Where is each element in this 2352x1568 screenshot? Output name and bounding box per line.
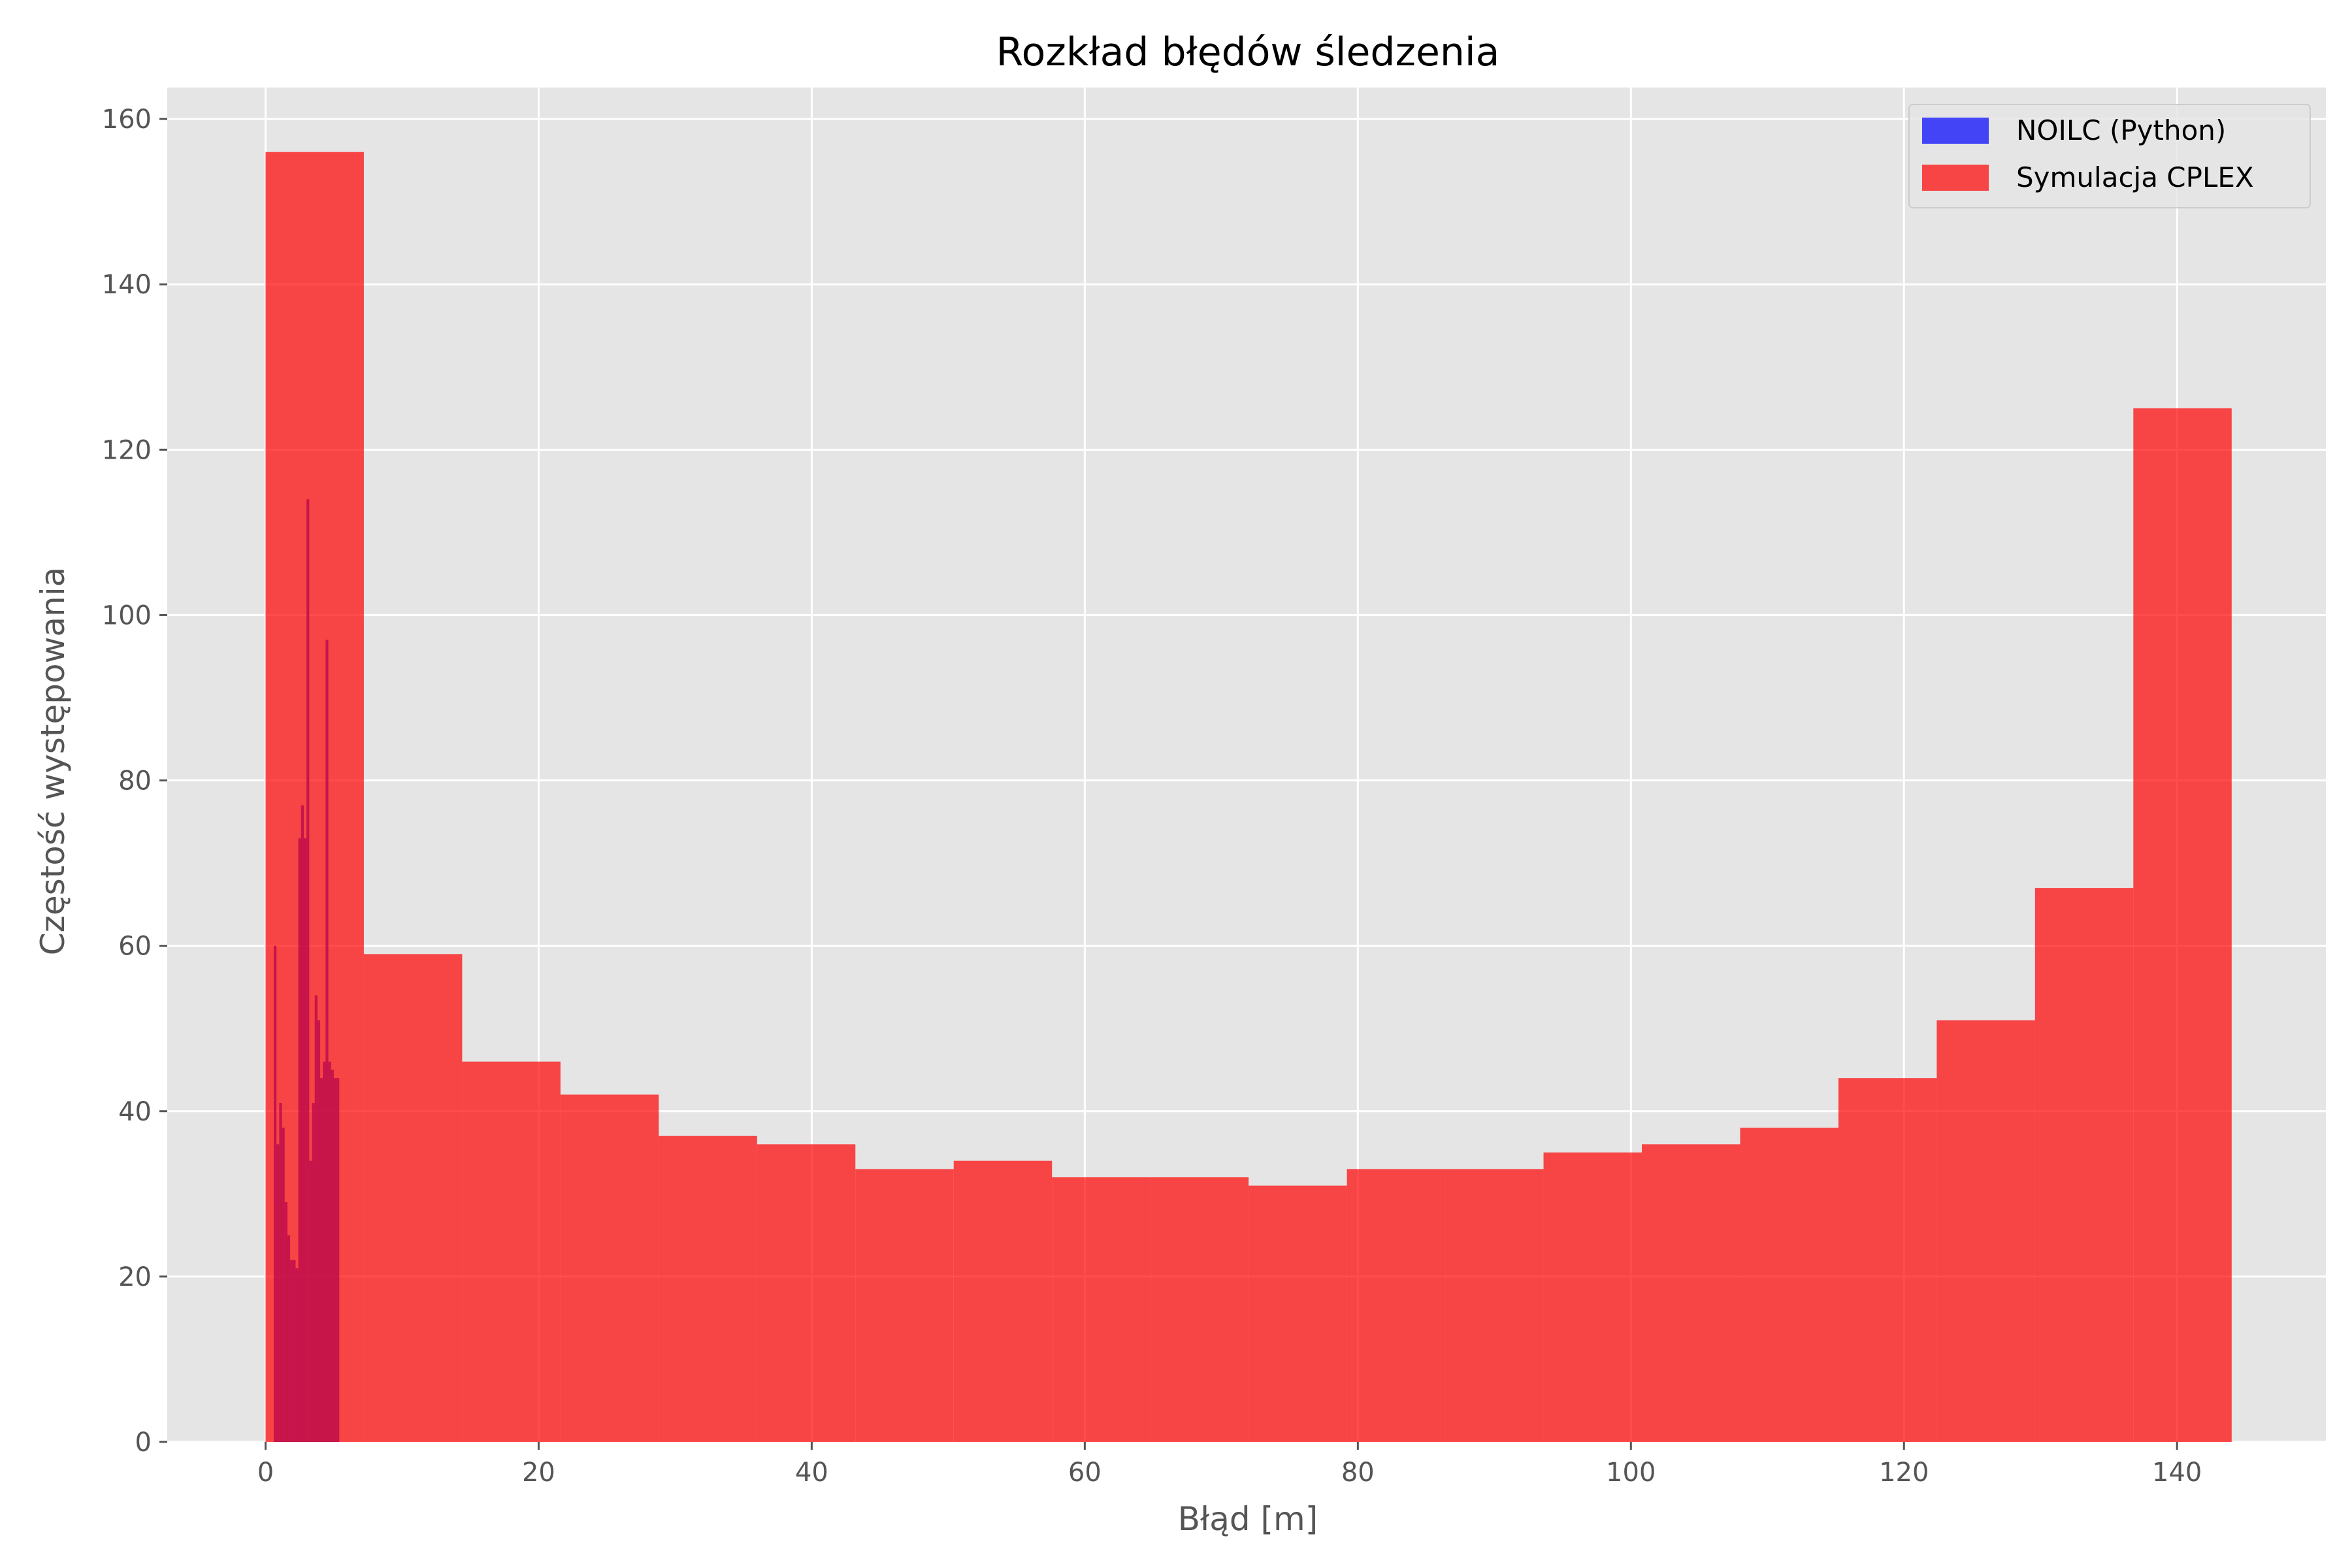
histogram-bar [1347,1169,1446,1442]
histogram-bar [1249,1185,1347,1442]
histogram-bar [1838,1078,1937,1442]
histogram-bar [855,1169,954,1442]
histogram-bar [659,1135,757,1442]
histogram-bar [1543,1152,1642,1442]
y-tick-label: 120 [102,435,152,465]
y-tick-label: 20 [118,1262,152,1292]
legend-label-cplex: Symulacja CPLEX [2016,161,2254,193]
y-tick-label: 80 [118,766,152,796]
histogram-bar [1445,1169,1544,1442]
histogram-bar [953,1160,1053,1442]
histogram-bar [2034,888,2134,1442]
histogram-bar [462,1061,561,1442]
legend-box [1908,104,2311,208]
series-symulacja-cplex [265,152,2232,1443]
y-tick-label: 40 [118,1097,152,1127]
histogram-bar [1052,1177,1151,1442]
x-tick-label: 120 [1879,1458,1929,1488]
x-axis-label: Błąd [m] [1178,1500,1318,1538]
x-tick-label: 40 [795,1458,828,1488]
histogram-bar [265,152,364,1443]
histogram-bar [1740,1128,1838,1442]
x-tick-label: 60 [1068,1458,1102,1488]
y-tick-label: 0 [135,1428,152,1458]
y-tick-label: 140 [102,270,152,300]
histogram-bar [757,1144,856,1442]
histogram-bar [2133,408,2232,1442]
chart-title: Rozkład błędów śledzenia [996,29,1500,75]
x-tick-label: 80 [1341,1458,1375,1488]
y-tick-label: 100 [102,600,152,630]
y-tick-label: 60 [118,932,152,962]
histogram-bars [265,152,2232,1443]
legend: NOILC (Python) Symulacja CPLEX [1908,104,2311,208]
legend-swatch-noilc [1922,118,1989,144]
x-tick-label: 0 [257,1458,274,1488]
x-tick-label: 100 [1606,1458,1656,1488]
y-axis-label: Częstość występowania [34,567,72,956]
x-tick-label: 20 [522,1458,555,1488]
y-tick-label: 160 [102,105,152,135]
histogram-bar [1642,1144,1740,1442]
histogram-bar [560,1094,659,1442]
axis-ticks: 0 20 40 60 80 100 120 140 0 20 40 60 80 100 120 140 160 [102,105,2202,1488]
histogram-bar [363,954,463,1442]
legend-swatch-cplex [1922,165,1989,191]
x-tick-label: 140 [2152,1458,2202,1488]
legend-label-noilc: NOILC (Python) [2016,114,2226,146]
histogram-bar [1150,1177,1249,1442]
histogram-bar [1936,1020,2035,1442]
